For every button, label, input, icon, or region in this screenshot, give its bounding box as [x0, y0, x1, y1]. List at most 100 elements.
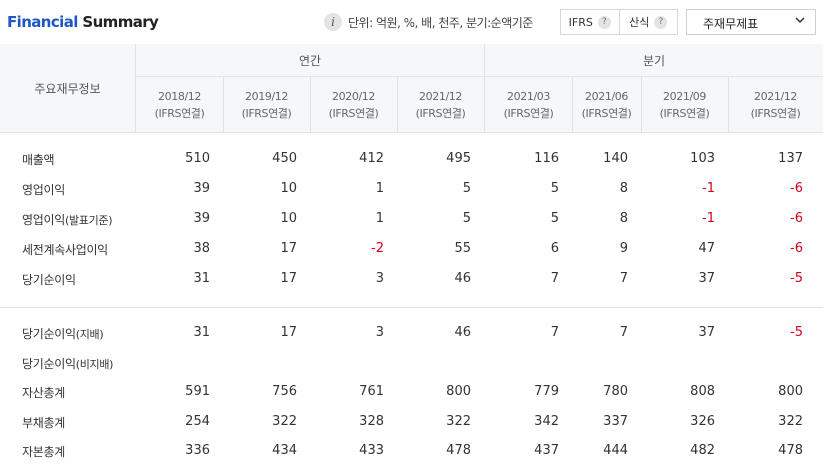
- group-quarter: 분기: [642, 53, 666, 68]
- info-icon[interactable]: i: [324, 13, 342, 31]
- table-cell: -6: [790, 211, 803, 226]
- table-cell: 10: [280, 211, 297, 226]
- title-rest: Summary: [77, 13, 159, 31]
- help-icon[interactable]: ?: [597, 15, 611, 29]
- table-cell: 433: [359, 443, 384, 458]
- table-cell: 756: [272, 384, 297, 399]
- basis-button-group: IFRS? 산식?: [560, 9, 678, 35]
- table-cell: 55: [454, 241, 471, 256]
- table-cell: 7: [550, 325, 559, 340]
- table-cell: 478: [446, 443, 471, 458]
- table-cell: -6: [790, 181, 803, 196]
- table-cell: 5: [462, 181, 471, 196]
- table-cell: 510: [185, 151, 210, 166]
- row-label-main: 자본총계: [22, 445, 65, 459]
- column-basis: (IFRS연결): [581, 106, 632, 120]
- column-basis: (IFRS연결): [503, 106, 554, 120]
- column-period: 2018/12: [158, 89, 201, 103]
- column-basis: (IFRS연결): [328, 106, 379, 120]
- row-label-main: 부채총계: [22, 416, 65, 430]
- column-period: 2021/12: [754, 89, 797, 103]
- table-cell: 8: [619, 211, 628, 226]
- table-cell: -1: [702, 211, 715, 226]
- column-period: 2021/03: [507, 89, 550, 103]
- formula-button[interactable]: 산식?: [618, 10, 678, 34]
- column-basis: (IFRS연결): [750, 106, 801, 120]
- table-cell: 322: [446, 414, 471, 429]
- row-label-main: 당기순이익: [22, 273, 76, 287]
- row-label: 자본총계: [22, 443, 65, 460]
- table-cell: 5: [550, 181, 559, 196]
- table-cell: 437: [534, 443, 559, 458]
- table-cell: 8: [619, 181, 628, 196]
- table-cell: 328: [359, 414, 384, 429]
- table-cell: 37: [698, 325, 715, 340]
- table-cell: 322: [272, 414, 297, 429]
- table-cell: 47: [698, 241, 715, 256]
- column-header: 2021/03 (IFRS연결): [485, 76, 572, 133]
- table-cell: 17: [280, 241, 297, 256]
- table-cell: 254: [185, 414, 210, 429]
- row-label-sub: (비지배): [75, 358, 114, 371]
- column-divider: [223, 76, 224, 133]
- table-cell: 140: [603, 151, 628, 166]
- table-header: [0, 44, 823, 133]
- table-cell: 1: [375, 181, 384, 196]
- statement-select[interactable]: 주재무제표: [686, 9, 816, 35]
- row-label-sub: (발표기준): [64, 214, 113, 227]
- table-cell: 444: [603, 443, 628, 458]
- ifrs-button[interactable]: IFRS?: [561, 10, 619, 34]
- column-basis: (IFRS연결): [659, 106, 710, 120]
- table-cell: 10: [280, 181, 297, 196]
- row-divider: [0, 132, 823, 133]
- row-label: 영업이익: [22, 181, 65, 198]
- column-header: 2021/12 (IFRS연결): [728, 76, 823, 133]
- table-cell: 7: [550, 271, 559, 286]
- table-cell: 495: [446, 151, 471, 166]
- row-label: 부채총계: [22, 414, 65, 431]
- table-cell: -2: [371, 241, 384, 256]
- group-annual: 연간: [298, 53, 322, 68]
- table-cell: 38: [193, 241, 210, 256]
- table-cell: 591: [185, 384, 210, 399]
- table-cell: 326: [690, 414, 715, 429]
- table-cell: 412: [359, 151, 384, 166]
- column-period: 2021/09: [663, 89, 706, 103]
- table-cell: -5: [790, 325, 803, 340]
- row-label: 당기순이익(지배): [22, 325, 104, 342]
- table-cell: 116: [534, 151, 559, 166]
- row-label-main: 영업이익: [22, 213, 65, 227]
- row-divider: [0, 307, 823, 308]
- table-cell: 482: [690, 443, 715, 458]
- row-label: 매출액: [22, 151, 55, 168]
- table-cell: 336: [185, 443, 210, 458]
- table-cell: 322: [778, 414, 803, 429]
- table-cell: 761: [359, 384, 384, 399]
- table-cell: 342: [534, 414, 559, 429]
- table-cell: 3: [375, 271, 384, 286]
- chevron-down-icon: [795, 17, 805, 24]
- table-cell: 5: [462, 211, 471, 226]
- help-icon[interactable]: ?: [654, 15, 668, 29]
- table-cell: 7: [619, 325, 628, 340]
- table-cell: 6: [550, 241, 559, 256]
- column-basis: (IFRS연결): [415, 106, 466, 120]
- row-label: 영업이익(발표기준): [22, 211, 113, 228]
- column-period: 2021/06: [585, 89, 628, 103]
- table-cell: 39: [193, 211, 210, 226]
- table-cell: 780: [603, 384, 628, 399]
- column-header: 2021/06 (IFRS연결): [572, 76, 641, 133]
- table-cell: 31: [193, 325, 210, 340]
- row-label-main: 세전계속사업이익: [22, 243, 108, 257]
- column-header: 2018/12 (IFRS연결): [136, 76, 223, 133]
- table-cell: 800: [446, 384, 471, 399]
- table-cell: 103: [690, 151, 715, 166]
- column-divider: [397, 76, 398, 133]
- table-cell: 337: [603, 414, 628, 429]
- column-divider: [135, 44, 136, 133]
- table-cell: 800: [778, 384, 803, 399]
- table-cell: 1: [375, 211, 384, 226]
- row-label: 당기순이익(비지배): [22, 355, 113, 372]
- column-divider: [310, 76, 311, 133]
- row-label: 당기순이익: [22, 271, 76, 288]
